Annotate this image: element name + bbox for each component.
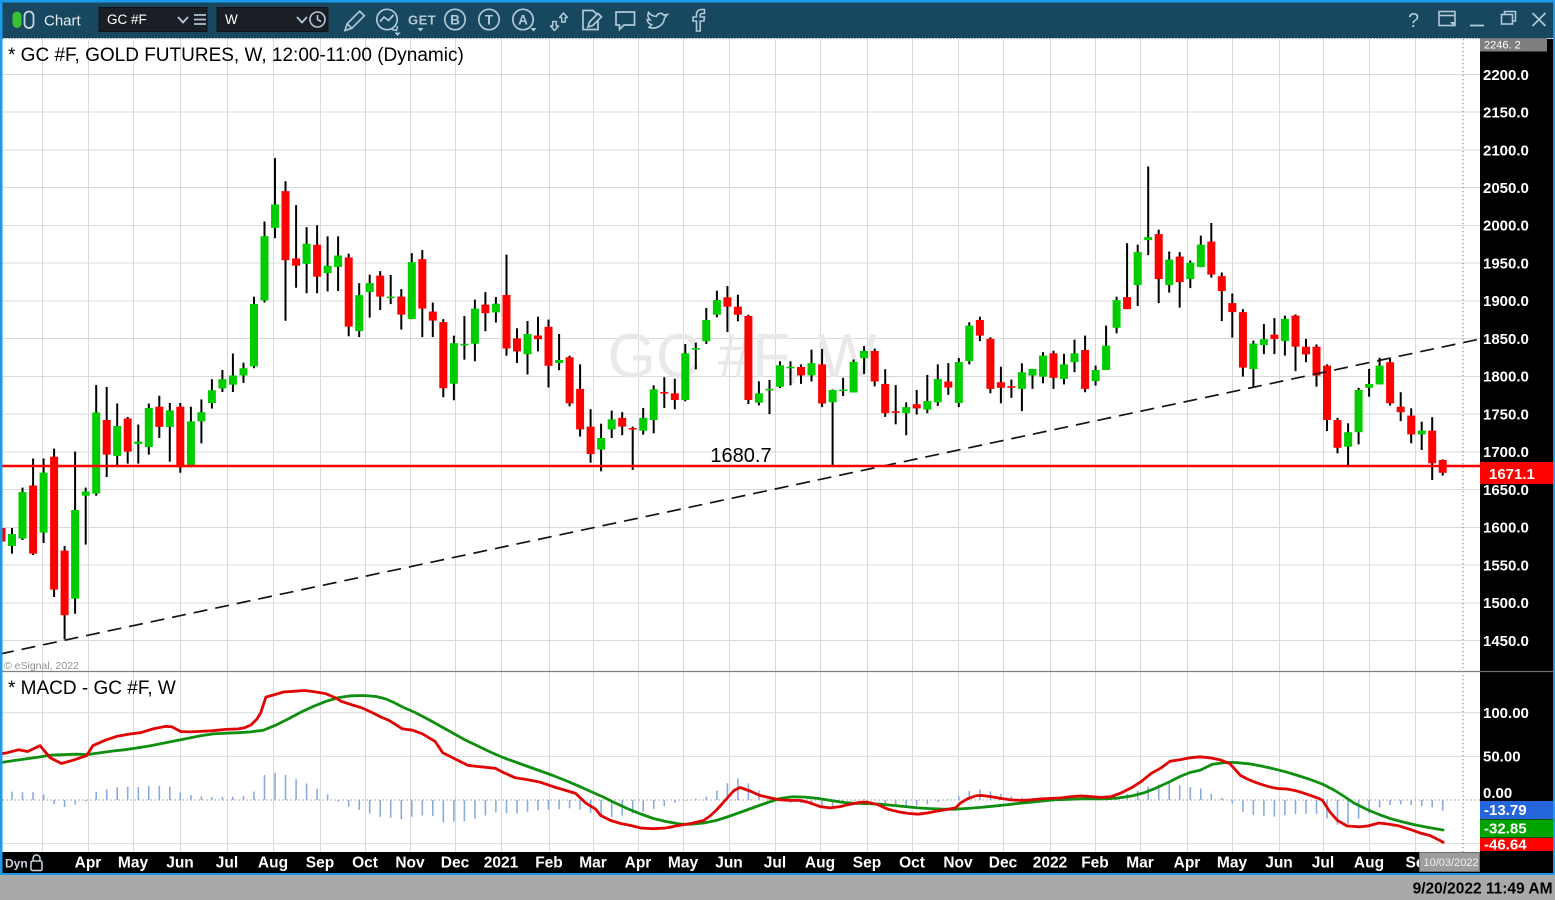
svg-text:1450.0: 1450.0 <box>1483 633 1529 650</box>
svg-text:GC #F, W: GC #F, W <box>608 322 877 391</box>
svg-text:Mar: Mar <box>1126 855 1154 872</box>
svg-text:* GC #F, GOLD FUTURES, W, 12:0: * GC #F, GOLD FUTURES, W, 12:00-11:00 (D… <box>8 45 464 66</box>
svg-text:Dyn: Dyn <box>5 857 28 871</box>
svg-text:Dec: Dec <box>441 855 470 872</box>
svg-text:?: ? <box>1408 10 1419 32</box>
svg-text:Sep: Sep <box>306 855 334 872</box>
svg-text:A: A <box>518 13 528 28</box>
svg-text:2050.0: 2050.0 <box>1483 180 1529 197</box>
svg-text:9/20/2022 11:49 AM: 9/20/2022 11:49 AM <box>1413 881 1553 898</box>
svg-text:1500.0: 1500.0 <box>1483 595 1529 612</box>
svg-text:1750.0: 1750.0 <box>1483 406 1529 423</box>
svg-text:GET: GET <box>408 13 436 28</box>
svg-text:1950.0: 1950.0 <box>1483 256 1529 273</box>
svg-text:Jun: Jun <box>715 855 743 872</box>
svg-text:W: W <box>225 12 238 27</box>
svg-text:Feb: Feb <box>1081 855 1109 872</box>
svg-text:Mar: Mar <box>579 855 607 872</box>
svg-text:Chart: Chart <box>44 13 82 30</box>
svg-text:Feb: Feb <box>535 855 563 872</box>
svg-text:2100.0: 2100.0 <box>1483 142 1529 159</box>
svg-text:* MACD - GC #F, W: * MACD - GC #F, W <box>8 678 176 699</box>
svg-text:Apr: Apr <box>1174 855 1201 872</box>
svg-text:1600.0: 1600.0 <box>1483 520 1529 537</box>
svg-text:-32.85: -32.85 <box>1484 821 1527 838</box>
svg-text:2150.0: 2150.0 <box>1483 105 1529 122</box>
svg-text:Aug: Aug <box>1354 855 1384 872</box>
svg-text:Oct: Oct <box>352 855 378 872</box>
svg-text:50.00: 50.00 <box>1483 749 1521 766</box>
svg-text:Jul: Jul <box>764 855 786 872</box>
svg-text:May: May <box>118 855 149 872</box>
svg-text:2021: 2021 <box>484 855 519 872</box>
svg-text:10/03/2022: 10/03/2022 <box>1424 857 1479 869</box>
svg-text:© eSignal, 2022: © eSignal, 2022 <box>4 660 79 672</box>
svg-text:Aug: Aug <box>258 855 288 872</box>
svg-text:Jul: Jul <box>1312 855 1334 872</box>
svg-text:1800.0: 1800.0 <box>1483 369 1529 386</box>
svg-text:Apr: Apr <box>625 855 652 872</box>
svg-text:100.00: 100.00 <box>1483 705 1529 722</box>
svg-text:Nov: Nov <box>395 855 425 872</box>
svg-text:1850.0: 1850.0 <box>1483 331 1529 348</box>
svg-text:GC #F: GC #F <box>107 12 147 27</box>
svg-text:Oct: Oct <box>899 855 925 872</box>
svg-text:Jul: Jul <box>216 855 238 872</box>
svg-text:1550.0: 1550.0 <box>1483 557 1529 574</box>
svg-text:Sep: Sep <box>853 855 881 872</box>
svg-text:2246. 2: 2246. 2 <box>1484 40 1521 52</box>
svg-text:1680.7: 1680.7 <box>710 445 771 467</box>
svg-text:2000.0: 2000.0 <box>1483 218 1529 235</box>
svg-text:1650.0: 1650.0 <box>1483 482 1529 499</box>
svg-text:Dec: Dec <box>989 855 1018 872</box>
svg-text:May: May <box>1217 855 1248 872</box>
svg-text:B: B <box>450 13 460 28</box>
svg-text:T: T <box>485 13 494 28</box>
svg-text:-46.64: -46.64 <box>1484 837 1527 854</box>
svg-text:Jun: Jun <box>166 855 194 872</box>
svg-text:Apr: Apr <box>75 855 102 872</box>
svg-text:2200.0: 2200.0 <box>1483 67 1529 84</box>
svg-text:1671.1: 1671.1 <box>1489 466 1535 483</box>
svg-text:Aug: Aug <box>805 855 835 872</box>
svg-text:0.00: 0.00 <box>1483 785 1512 802</box>
svg-text:Nov: Nov <box>943 855 973 872</box>
svg-text:Jun: Jun <box>1265 855 1293 872</box>
svg-text:-13.79: -13.79 <box>1484 802 1527 819</box>
svg-text:1900.0: 1900.0 <box>1483 293 1529 310</box>
svg-text:2022: 2022 <box>1033 855 1067 872</box>
svg-text:1700.0: 1700.0 <box>1483 444 1529 461</box>
svg-text:May: May <box>668 855 699 872</box>
